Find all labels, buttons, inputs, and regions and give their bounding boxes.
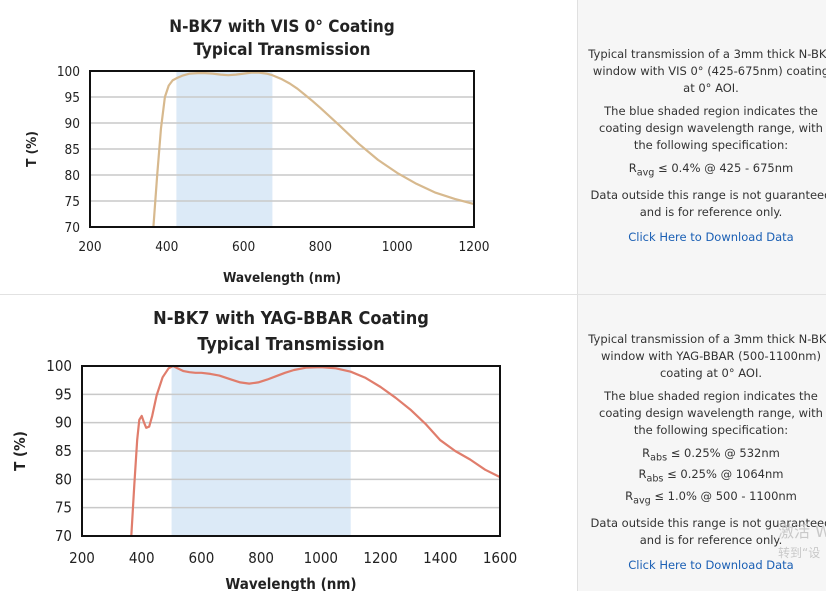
- x-tick-label: 400: [129, 549, 155, 567]
- y-tick-label: 100: [57, 64, 80, 80]
- download-data-link[interactable]: Click Here to Download Data: [628, 230, 794, 245]
- spec-value: ≤ 0.25% @ 532nm: [667, 446, 780, 460]
- y-tick-label: 90: [65, 116, 80, 132]
- x-tick-label: 1600: [483, 549, 517, 567]
- description: Typical transmission of a 3mm thick N-BK…: [588, 47, 826, 95]
- spec-list: Ravg ≤ 0.4% @ 425 - 675nm: [588, 160, 826, 181]
- plot-frame: [89, 70, 475, 228]
- chart-subtitle: Typical Transmission: [197, 334, 384, 355]
- y-tick-label: 85: [55, 442, 72, 460]
- spec-subscript: avg: [633, 494, 651, 506]
- spec-line: Ravg ≤ 1.0% @ 500 - 1100nm: [588, 488, 826, 509]
- x-axis-label: Wavelength (nm): [223, 270, 341, 286]
- y-tick-label: 95: [55, 385, 72, 403]
- info-text-vis: Typical transmission of a 3mm thick N-BK…: [588, 46, 826, 252]
- x-tick-label: 1200: [363, 549, 397, 567]
- x-tick-label: 200: [69, 549, 95, 567]
- spec-value: ≤ 0.25% @ 1064nm: [663, 467, 784, 482]
- spec-value: ≤ 0.4% @ 425 - 675nm: [654, 161, 794, 175]
- info-panel-yag: Typical transmission of a 3mm thick N-BK…: [577, 295, 826, 591]
- chart-title: N-BK7 with YAG-BBAR Coating: [153, 308, 429, 329]
- y-tick-label: 70: [55, 527, 72, 545]
- y-tick-label: 70: [65, 220, 80, 236]
- row-divider: [0, 294, 826, 295]
- info-text-yag: Typical transmission of a 3mm thick N-BK…: [588, 331, 826, 580]
- y-tick-label: 75: [55, 499, 72, 517]
- series-line: [130, 364, 501, 537]
- spec-line: Ravg ≤ 0.4% @ 425 - 675nm: [588, 160, 826, 181]
- plot-frame: [81, 365, 501, 537]
- spec-line: Rabs ≤ 0.25% @ 1064nm: [588, 466, 826, 487]
- x-tick-label: 600: [189, 549, 215, 567]
- x-tick-label: 1400: [423, 549, 457, 567]
- chart-title: N-BK7 with VIS 0° Coating: [169, 17, 394, 37]
- spec-value: ≤ 1.0% @ 500 - 1100nm: [650, 488, 797, 503]
- x-tick-label: 200: [78, 239, 101, 255]
- chart-cell-yag: N-BK7 with YAG-BBAR Coating Typical Trans…: [0, 295, 577, 591]
- x-tick-label: 800: [248, 549, 274, 567]
- spec-subscript: abs: [650, 452, 668, 464]
- x-tick-label: 400: [155, 239, 178, 255]
- x-tick-label: 1200: [459, 239, 490, 255]
- chart-row-yag: N-BK7 with YAG-BBAR Coating Typical Trans…: [0, 295, 826, 591]
- y-axis-label: T (%): [11, 431, 29, 471]
- spec-symbol: R: [638, 467, 647, 482]
- y-tick-label: 80: [55, 470, 72, 488]
- chart-vis-coating: N-BK7 with VIS 0° Coating Typical Transmi…: [24, 17, 490, 286]
- chart-row-vis: N-BK7 with VIS 0° Coating Typical Transmi…: [0, 0, 826, 295]
- y-tick-label: 80: [65, 168, 80, 184]
- spec-subscript: avg: [636, 167, 655, 179]
- chart-yag-bbar-coating: N-BK7 with YAG-BBAR Coating Typical Trans…: [11, 308, 517, 591]
- download-data-link[interactable]: Click Here to Download Data: [628, 557, 794, 572]
- spec-subscript: abs: [646, 473, 664, 485]
- x-tick-label: 1000: [382, 239, 413, 255]
- spec-symbol: R: [625, 488, 634, 503]
- y-tick-label: 95: [65, 90, 80, 106]
- spec-line: Rabs ≤ 0.25% @ 532nm: [588, 445, 826, 466]
- x-tick-label: 1000: [304, 549, 338, 567]
- spec-symbol: R: [628, 161, 637, 175]
- x-tick-label: 600: [232, 239, 255, 255]
- description: Typical transmission of a 3mm thick N-BK…: [588, 332, 826, 380]
- y-tick-label: 75: [65, 194, 80, 210]
- watermark-line-2: 转到“设: [778, 546, 821, 560]
- disclaimer: Data outside this range is not guarantee…: [590, 515, 826, 547]
- shaded-note: The blue shaded region indicates the coa…: [599, 389, 823, 437]
- spec-list: Rabs ≤ 0.25% @ 532nm Rabs ≤ 0.25% @ 1064…: [588, 445, 826, 509]
- y-tick-label: 85: [65, 142, 80, 158]
- disclaimer: Data outside this range is not guarantee…: [590, 188, 826, 220]
- watermark-line-1: 激活 W: [778, 522, 826, 541]
- x-axis-label: Wavelength (nm): [225, 575, 356, 591]
- info-panel-vis: Typical transmission of a 3mm thick N-BK…: [577, 0, 826, 295]
- y-tick-label: 90: [55, 414, 72, 432]
- shaded-note: The blue shaded region indicates the coa…: [599, 104, 823, 152]
- y-axis-label: T (%): [24, 131, 40, 167]
- chart-cell-vis: N-BK7 with VIS 0° Coating Typical Transmi…: [0, 0, 577, 295]
- chart-subtitle: Typical Transmission: [194, 40, 371, 60]
- spec-symbol: R: [642, 446, 651, 460]
- x-tick-label: 800: [309, 239, 332, 255]
- y-tick-label: 100: [46, 357, 72, 375]
- series-line: [152, 71, 475, 228]
